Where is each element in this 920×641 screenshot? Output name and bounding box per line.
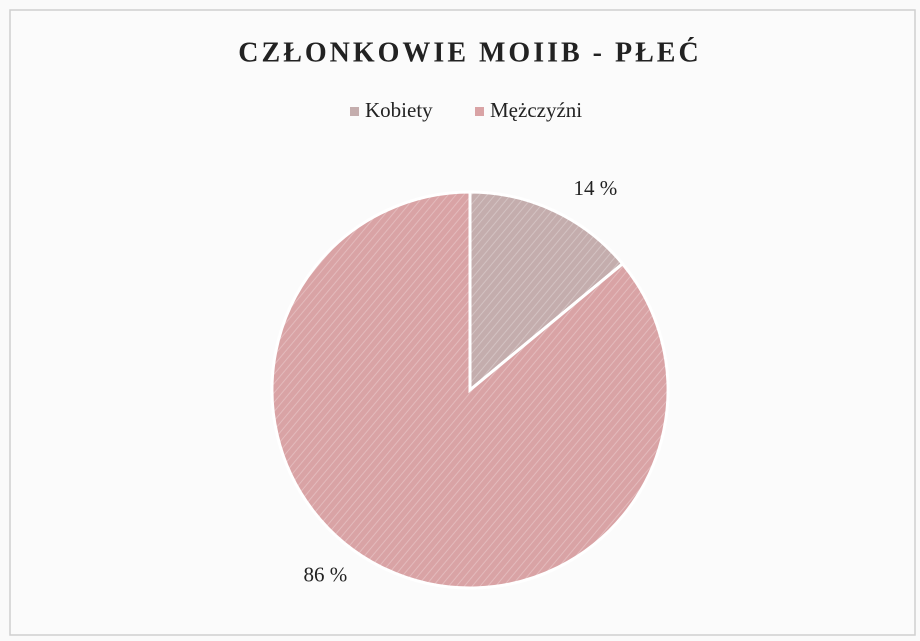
legend-swatch bbox=[350, 107, 359, 116]
slice-texture bbox=[470, 192, 623, 390]
legend: Kobiety Mężczyźni bbox=[350, 98, 582, 122]
legend-swatch bbox=[475, 107, 484, 116]
slice-texture bbox=[272, 192, 669, 588]
chart-title: CZŁONKOWIE MOIIB - PŁEĆ bbox=[238, 37, 701, 68]
pie: 14 % 86 % bbox=[270, 176, 670, 590]
data-label: 14 % bbox=[573, 176, 617, 200]
data-label: 86 % bbox=[303, 562, 347, 586]
legend-label: Mężczyźni bbox=[490, 98, 582, 122]
legend-label: Kobiety bbox=[365, 98, 433, 122]
